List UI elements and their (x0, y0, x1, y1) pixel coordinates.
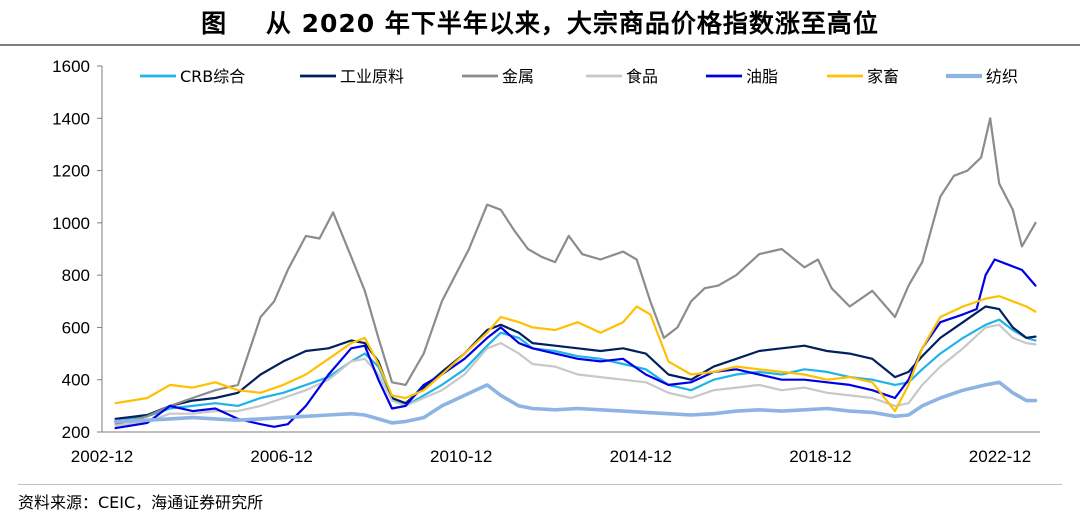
y-tick-label: 400 (62, 371, 90, 390)
x-tick-label: 2022-12 (969, 447, 1031, 466)
y-tick-label: 1200 (52, 162, 90, 181)
legend-label-1: CRB综合 (180, 67, 245, 86)
x-tick-label: 2014-12 (610, 447, 672, 466)
series-line-3 (114, 117, 1037, 426)
line-chart: 200 400 600 800 1000 1200 1400 1600 2002-12 2006-… (52, 57, 1040, 466)
y-tick-label: 1600 (52, 57, 90, 76)
y-tick-label: 800 (62, 266, 90, 285)
series-line-7 (113, 380, 1038, 425)
chart-title: 图 从 2020 年下半年以来，大宗商品价格指数涨至高位 (201, 9, 879, 38)
legend-label-5: 油脂 (746, 67, 778, 86)
legend-label-2: 工业原料 (340, 67, 404, 86)
x-tick-label: 2002-12 (71, 447, 133, 466)
y-tick-label: 1000 (52, 214, 90, 233)
legend-label-6: 家畜 (867, 67, 899, 86)
title-bar: 图 从 2020 年下半年以来，大宗商品价格指数涨至高位 (0, 0, 1080, 46)
legend-label-7: 纺织 (986, 67, 1018, 86)
source-note: 资料来源：CEIC，海通证券研究所 (18, 484, 1062, 513)
series-line-4 (114, 323, 1037, 427)
x-tick-label: 2006-12 (250, 447, 312, 466)
y-tick-label: 1400 (52, 109, 90, 128)
series-line-1 (114, 318, 1037, 423)
y-tick-label: 600 (62, 318, 90, 337)
series-line-5 (114, 258, 1037, 430)
y-tick-label: 200 (62, 423, 90, 442)
legend-label-3: 金属 (502, 67, 534, 86)
series-line-6 (114, 295, 1037, 413)
legend-label-4: 食品 (626, 67, 658, 86)
x-tick-label: 2010-12 (430, 447, 492, 466)
x-tick-label: 2018-12 (789, 447, 851, 466)
